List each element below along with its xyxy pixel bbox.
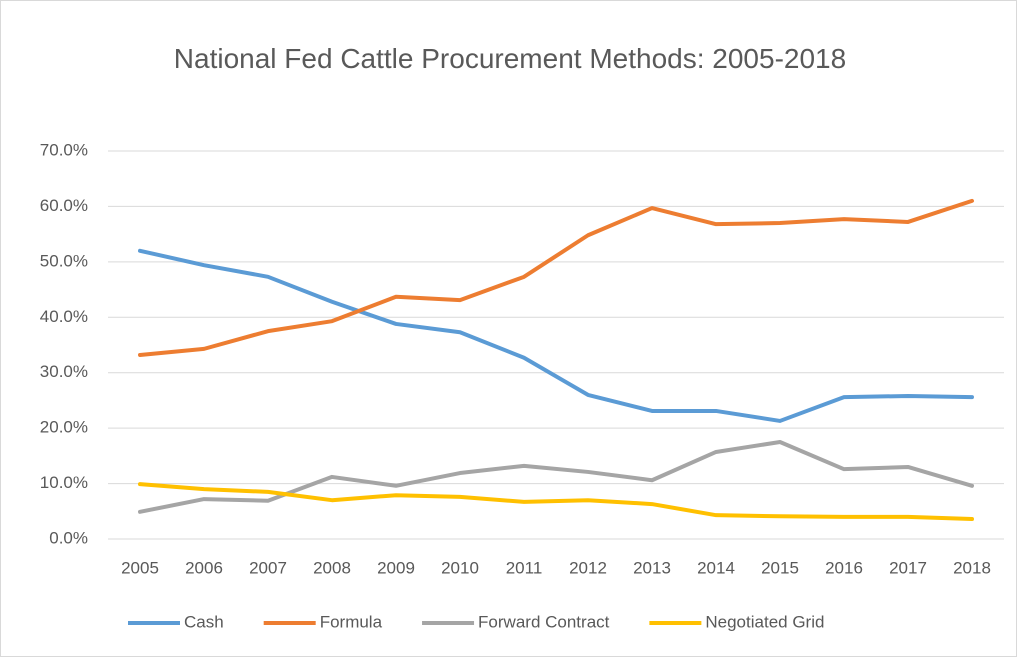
x-tick-label: 2016 — [825, 558, 863, 577]
y-tick-label: 30.0% — [40, 362, 88, 381]
y-tick-label: 60.0% — [40, 196, 88, 215]
series-line — [138, 440, 974, 514]
y-tick-label: 10.0% — [40, 473, 88, 492]
x-tick-label: 2015 — [761, 558, 799, 577]
x-tick-label: 2011 — [506, 558, 543, 577]
y-tick-label: 40.0% — [40, 307, 88, 326]
x-tick-label: 2008 — [313, 558, 351, 577]
y-tick-label: 70.0% — [40, 140, 88, 159]
x-tick-label: 2017 — [889, 558, 927, 577]
x-tick-label: 2006 — [185, 558, 223, 577]
y-tick-label: 0.0% — [49, 528, 88, 547]
series-line — [138, 482, 974, 522]
chart-title: National Fed Cattle Procurement Methods:… — [173, 43, 847, 74]
x-tick-label: 2012 — [569, 558, 607, 577]
x-tick-label: 2005 — [121, 558, 159, 577]
y-tick-label: 20.0% — [40, 418, 88, 437]
series-line — [138, 198, 974, 357]
x-tick-label: 2018 — [953, 558, 991, 577]
x-tick-label: 2013 — [633, 558, 671, 577]
legend-label: Cash — [184, 612, 224, 631]
x-tick-label: 2007 — [249, 558, 287, 577]
y-tick-label: 50.0% — [40, 251, 88, 270]
x-tick-label: 2014 — [697, 558, 735, 577]
x-tick-label: 2009 — [377, 558, 415, 577]
x-tick-label: 2010 — [441, 558, 479, 577]
legend-label: Formula — [320, 612, 383, 631]
legend-label: Negotiated Grid — [705, 612, 824, 631]
legend-label: Forward Contract — [478, 612, 610, 631]
series-line — [138, 248, 974, 423]
